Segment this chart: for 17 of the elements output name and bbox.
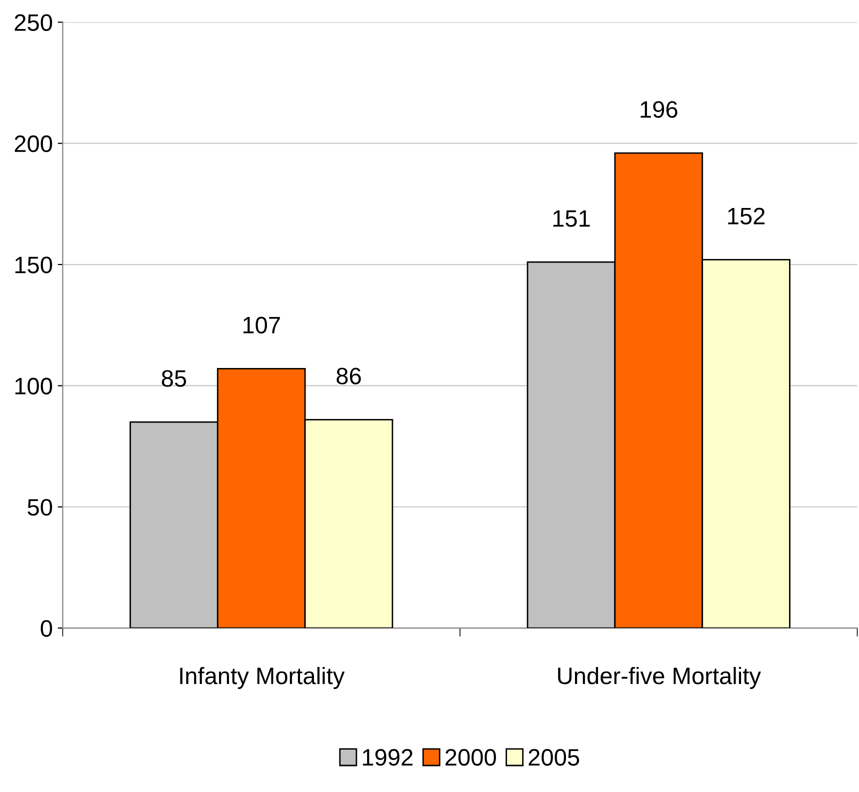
y-tick-label: 100 (15, 378, 52, 394)
data-label: 151 (553, 210, 590, 227)
x-tick-label: Infanty Mortality (180, 666, 345, 689)
legend-label: 1992 (362, 749, 412, 766)
data-label: 85 (162, 370, 186, 387)
y-tick-label: 0 (40, 620, 52, 637)
legend-label: 2005 (528, 749, 580, 766)
y-tick-label: 150 (15, 256, 52, 274)
y-tick-label: 250 (14, 14, 52, 31)
data-label: 196 (640, 101, 678, 118)
y-tick-label: 50 (28, 498, 52, 516)
data-label: 152 (728, 208, 765, 224)
data-label: 86 (336, 368, 361, 384)
x-tick-label: Under-five Mortality (558, 666, 761, 689)
y-tick-label: 200 (14, 135, 52, 152)
data-label: 107 (243, 316, 280, 334)
legend-label: 2000 (446, 749, 496, 766)
